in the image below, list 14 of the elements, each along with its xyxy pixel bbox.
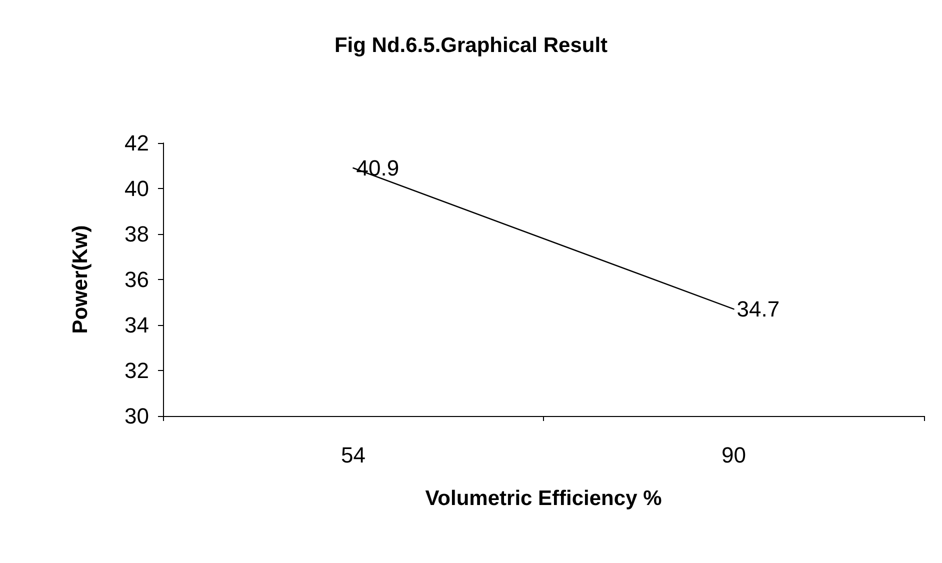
y-axis-title: Power(Kw): [69, 225, 92, 334]
y-tick-label: 30: [124, 404, 149, 428]
y-tick-label: 38: [124, 222, 149, 246]
y-tick-label: 42: [124, 130, 149, 156]
data-label: 40.9: [356, 156, 400, 181]
x-axis-title: Volumetric Efficiency %: [425, 487, 662, 510]
x-tick-label: 54: [341, 442, 366, 468]
y-tick-label: 40: [124, 176, 149, 201]
chart-title: Fig Nd.6.5.Graphical Result: [334, 34, 608, 57]
y-tick-label: 34: [124, 312, 149, 338]
data-label: 34.7: [736, 296, 780, 322]
x-tick-label: 90: [722, 442, 746, 468]
y-tick-label: 36: [124, 267, 149, 292]
y-tick-label: 32: [124, 358, 149, 383]
